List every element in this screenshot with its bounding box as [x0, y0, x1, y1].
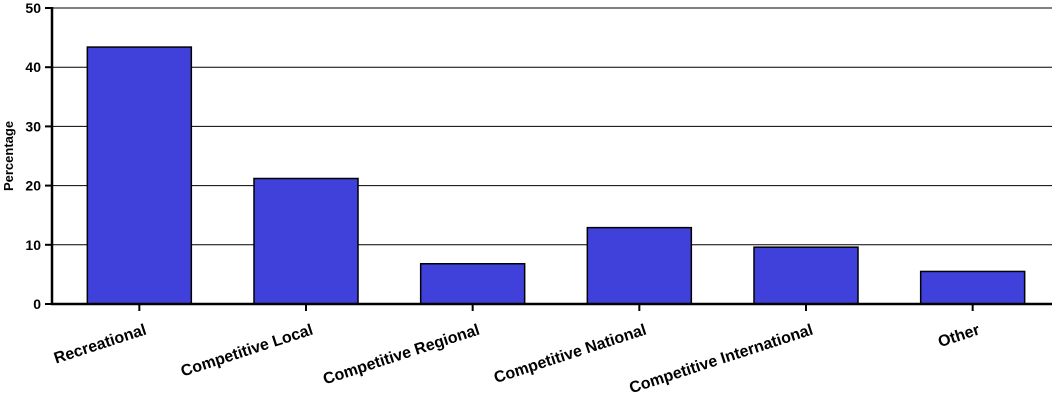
bar [753, 246, 859, 305]
x-tick-label: Competitive Regional [321, 322, 482, 389]
y-tick-label: 30 [25, 118, 41, 134]
x-tick-label: Competitive Local [179, 322, 315, 381]
gridlines [52, 7, 1052, 246]
x-tick-label: Competitive International [627, 322, 815, 398]
x-tick-label: Recreational [52, 322, 149, 368]
y-tick-label: 50 [25, 0, 41, 16]
x-tick-label: Competitive National [492, 322, 649, 387]
y-tick-label: 20 [25, 178, 41, 194]
bars [86, 46, 1026, 305]
x-tick-label: Other [936, 322, 982, 351]
y-axis-title: Percentage [1, 121, 16, 191]
axes [45, 7, 1052, 311]
bar [419, 262, 526, 305]
bar [253, 177, 359, 305]
bar [86, 46, 193, 305]
y-tick-label: 40 [25, 59, 41, 75]
bar [586, 226, 693, 305]
y-tick-label: 10 [25, 237, 41, 253]
bar [919, 270, 1026, 305]
y-tick-label: 0 [33, 296, 41, 312]
